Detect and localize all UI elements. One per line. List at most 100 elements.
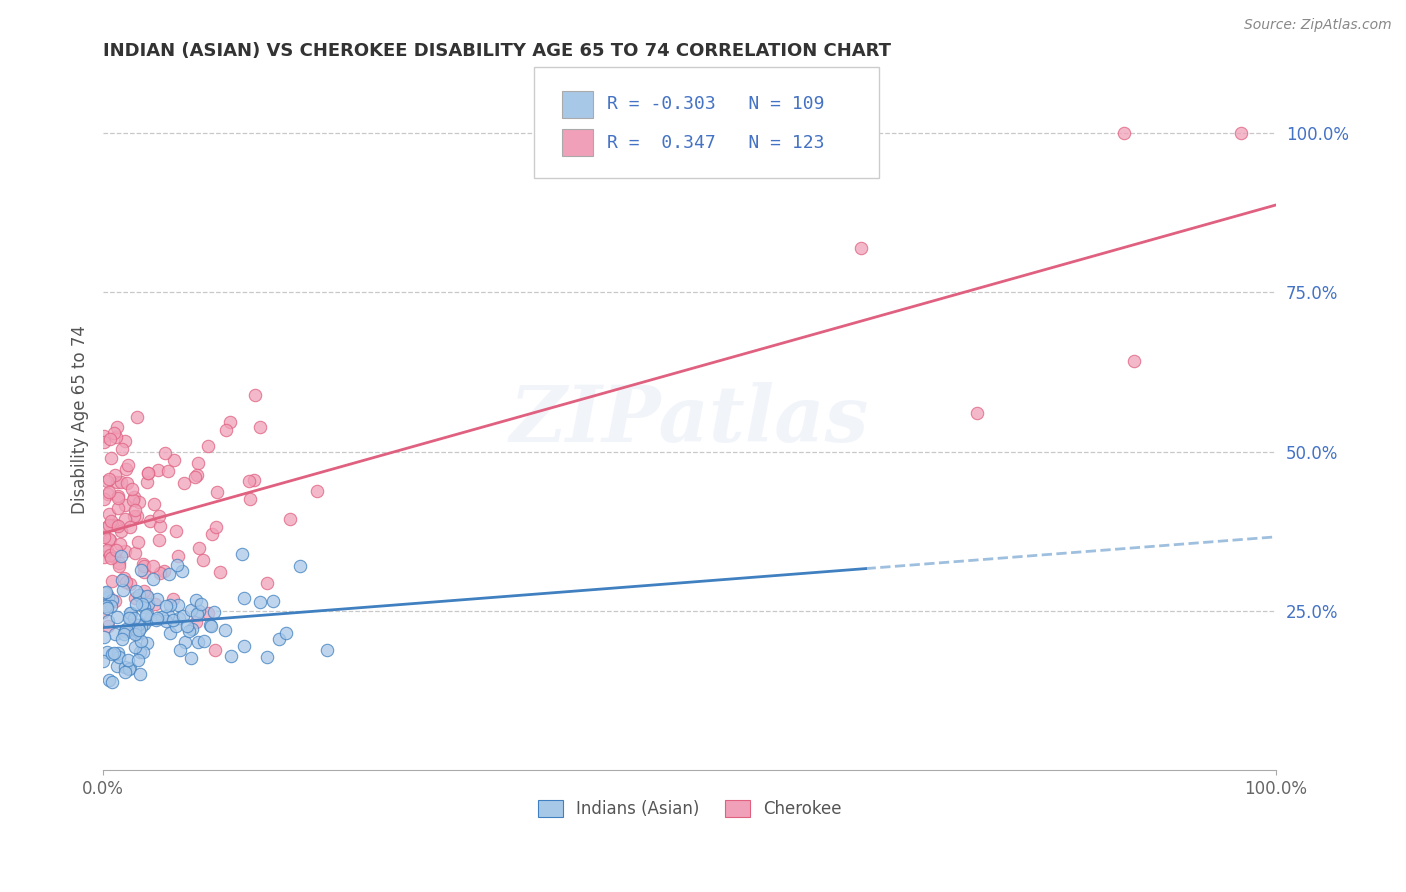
Point [105, 430, 128, 444]
Point [127, 509, 149, 524]
Point [120, 661, 142, 675]
Point [142, 497, 165, 511]
Point [93, 586, 115, 600]
Point [136, 466, 159, 480]
Point [124, 610, 146, 624]
Point [307, 484, 329, 499]
Point [186, 607, 208, 622]
Point [177, 624, 200, 638]
Point [188, 541, 211, 556]
Point [238, 474, 260, 488]
Point [278, 512, 301, 526]
Point [94, 597, 117, 611]
Point [114, 512, 136, 526]
Point [127, 653, 149, 667]
Point [139, 514, 162, 528]
Point [187, 635, 209, 649]
Point [243, 473, 266, 487]
Point [125, 583, 148, 598]
Point [135, 607, 157, 621]
Point [124, 627, 146, 641]
Point [202, 605, 225, 619]
Point [124, 503, 146, 517]
Point [1122, 354, 1144, 368]
Point [97, 591, 120, 605]
Point [148, 508, 170, 523]
Point [145, 613, 167, 627]
Point [190, 597, 212, 611]
Point [98, 532, 121, 546]
Point [125, 410, 148, 425]
Point [132, 616, 155, 631]
Point [124, 591, 146, 606]
Point [97, 673, 120, 687]
Point [117, 458, 139, 472]
Point [107, 489, 129, 503]
Point [93, 530, 115, 544]
Point [135, 635, 157, 649]
Point [1112, 126, 1135, 140]
Point [114, 624, 136, 638]
Point [103, 549, 125, 564]
Point [125, 597, 148, 611]
Point [129, 620, 152, 634]
Text: Source: ZipAtlas.com: Source: ZipAtlas.com [1244, 18, 1392, 32]
Point [112, 627, 135, 641]
Point [108, 557, 131, 571]
Point [167, 549, 190, 563]
Point [104, 468, 127, 483]
Point [125, 627, 148, 641]
Point [111, 442, 134, 457]
Point [159, 626, 181, 640]
Point [104, 594, 127, 608]
Point [118, 611, 141, 625]
Point [173, 634, 195, 648]
Point [200, 619, 222, 633]
Point [100, 518, 122, 533]
Point [97, 487, 120, 501]
Point [187, 456, 209, 470]
Point [142, 572, 165, 586]
Point [103, 647, 125, 661]
Point [96, 614, 118, 628]
Point [1230, 126, 1253, 140]
Point [149, 566, 172, 581]
Point [966, 406, 988, 420]
Point [93, 631, 115, 645]
Point [114, 498, 136, 512]
Point [129, 563, 152, 577]
Point [93, 435, 115, 450]
Point [172, 565, 194, 579]
Point [93, 491, 115, 506]
Point [205, 484, 228, 499]
Point [100, 514, 122, 528]
Point [127, 535, 149, 549]
Point [146, 462, 169, 476]
Point [97, 590, 120, 604]
Point [180, 603, 202, 617]
Point [101, 574, 124, 588]
Point [105, 420, 128, 434]
Point [172, 609, 194, 624]
Point [148, 533, 170, 547]
Point [93, 549, 115, 564]
Point [128, 588, 150, 602]
Point [149, 518, 172, 533]
Point [142, 558, 165, 573]
Point [105, 658, 128, 673]
Point [166, 598, 188, 612]
Text: R = -0.303   N = 109: R = -0.303 N = 109 [607, 95, 825, 113]
Point [100, 599, 122, 613]
Point [107, 519, 129, 533]
Text: R =  0.347   N = 123: R = 0.347 N = 123 [607, 134, 825, 152]
Point [127, 624, 149, 639]
Point [108, 559, 131, 574]
Point [103, 426, 125, 441]
Point [118, 577, 141, 591]
Point [165, 618, 187, 632]
Point [167, 611, 190, 625]
Point [94, 599, 117, 613]
Point [198, 618, 221, 632]
Point [163, 453, 186, 467]
Point [232, 591, 254, 605]
